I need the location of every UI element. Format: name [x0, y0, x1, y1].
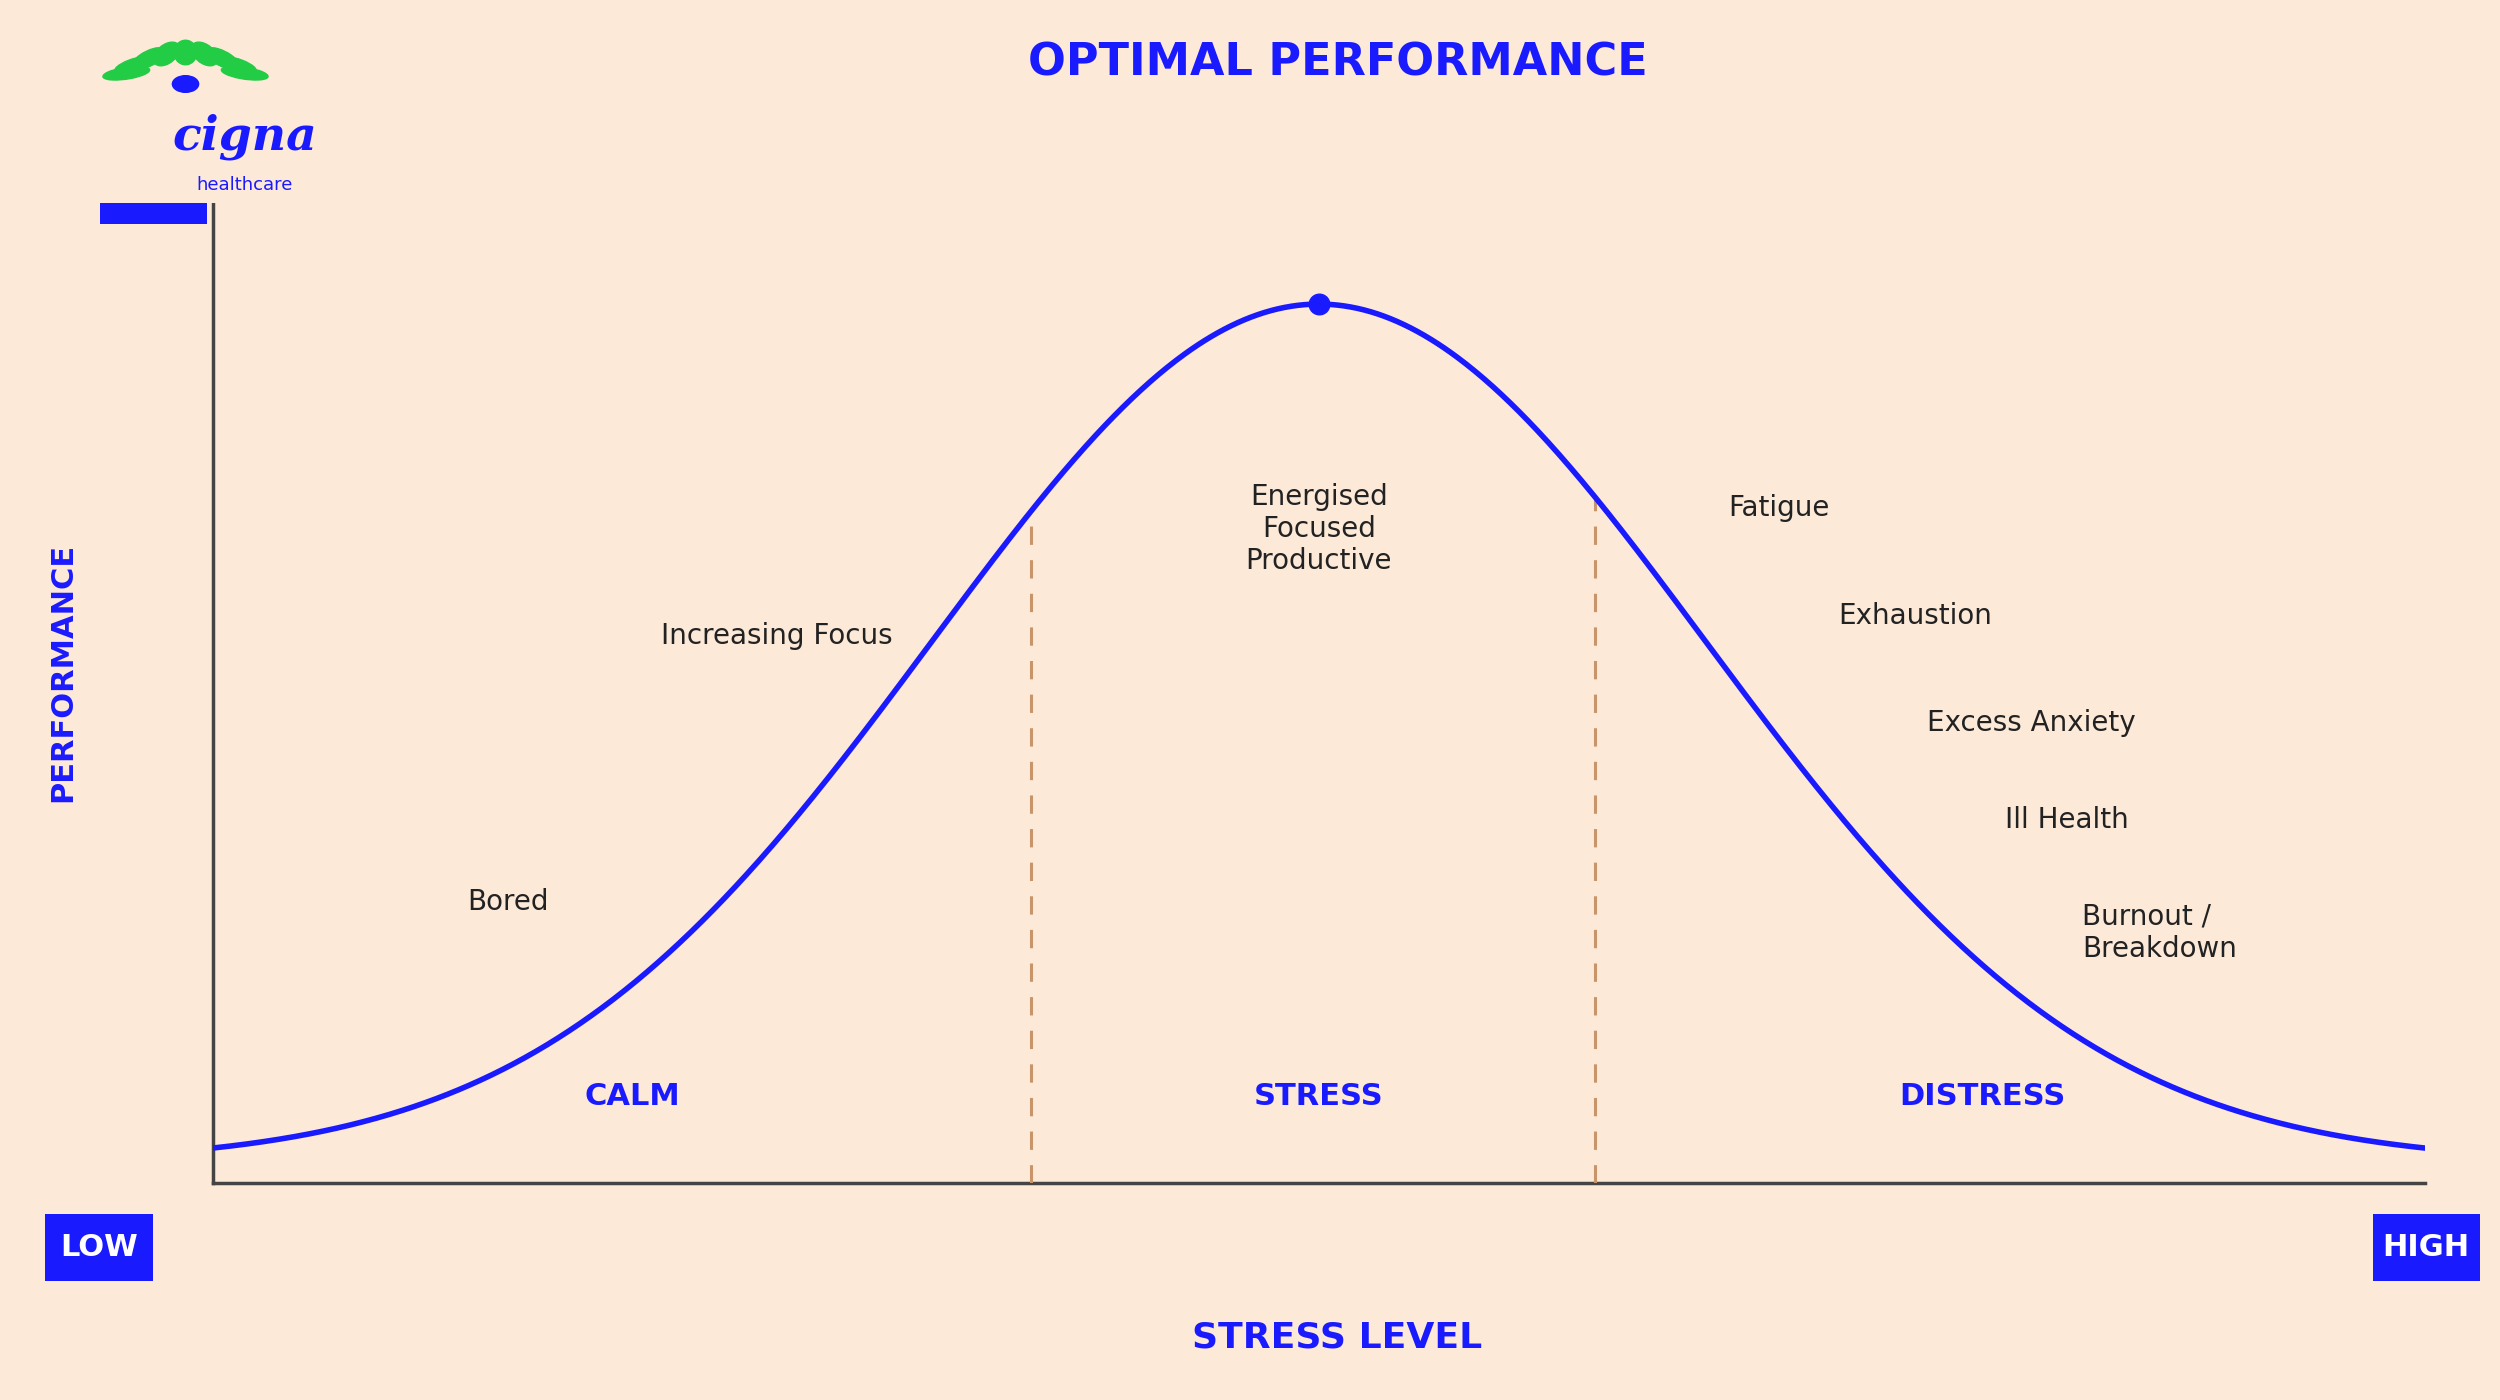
Text: cigna: cigna	[173, 113, 318, 160]
Text: Burnout /
Breakdown: Burnout / Breakdown	[2082, 903, 2238, 963]
Text: CALM: CALM	[585, 1082, 680, 1110]
Text: HIGH: HIGH	[110, 176, 198, 204]
Text: STRESS: STRESS	[1255, 1082, 1382, 1110]
Ellipse shape	[132, 48, 165, 69]
Ellipse shape	[215, 56, 255, 74]
Text: STRESS LEVEL: STRESS LEVEL	[1192, 1320, 1482, 1354]
Text: HIGH: HIGH	[2382, 1233, 2470, 1261]
Text: Exhaustion: Exhaustion	[1838, 602, 1993, 630]
Text: Energised
Focused
Productive: Energised Focused Productive	[1245, 483, 1393, 575]
Text: Fatigue: Fatigue	[1727, 494, 1830, 522]
Ellipse shape	[205, 48, 238, 69]
Ellipse shape	[102, 66, 150, 80]
Ellipse shape	[173, 76, 198, 92]
Ellipse shape	[222, 66, 268, 80]
Text: Excess Anxiety: Excess Anxiety	[1928, 708, 2135, 736]
Text: Ill Health: Ill Health	[2005, 806, 2128, 834]
Ellipse shape	[152, 42, 180, 66]
Text: DISTRESS: DISTRESS	[1900, 1082, 2065, 1110]
Ellipse shape	[192, 42, 218, 66]
Text: Increasing Focus: Increasing Focus	[660, 622, 892, 650]
Text: OPTIMAL PERFORMANCE: OPTIMAL PERFORMANCE	[1028, 42, 1648, 84]
Point	[1300, 293, 1340, 315]
Text: healthcare: healthcare	[198, 176, 292, 195]
Text: LOW: LOW	[60, 1233, 138, 1261]
Ellipse shape	[175, 41, 198, 64]
Text: PERFORMANCE: PERFORMANCE	[48, 542, 78, 802]
Ellipse shape	[115, 56, 155, 74]
Text: Bored: Bored	[468, 888, 548, 916]
